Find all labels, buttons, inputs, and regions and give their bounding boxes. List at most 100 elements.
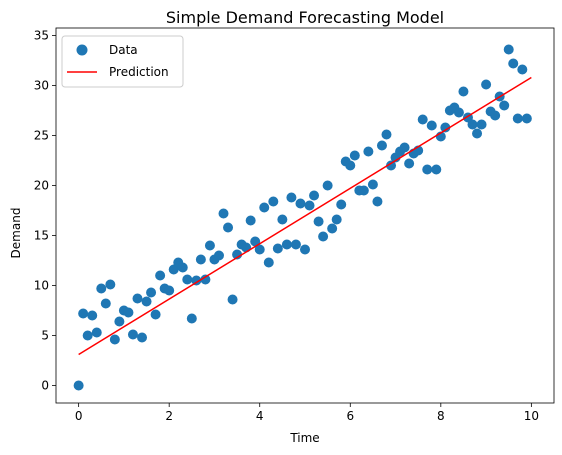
data-point — [82, 330, 93, 341]
legend-prediction-label: Prediction — [109, 65, 169, 79]
data-point — [227, 294, 238, 305]
data-point — [508, 58, 519, 69]
data-point — [91, 327, 102, 338]
data-point — [191, 275, 202, 286]
data-point — [363, 146, 374, 157]
data-point — [422, 164, 433, 175]
y-tick-label: 15 — [34, 229, 49, 243]
data-point — [386, 160, 397, 171]
data-point — [218, 208, 229, 219]
legend-data-label: Data — [109, 43, 138, 57]
data-point — [417, 114, 428, 125]
data-point — [141, 296, 152, 307]
data-point — [150, 309, 161, 320]
y-axis-label: Demand — [9, 208, 23, 259]
data-point — [232, 249, 243, 260]
data-point — [367, 179, 378, 190]
data-point — [87, 310, 98, 321]
data-point — [127, 329, 138, 340]
data-point — [277, 214, 288, 225]
data-point — [223, 222, 234, 233]
data-point — [318, 231, 329, 242]
data-point — [78, 308, 89, 319]
data-point — [404, 158, 415, 169]
y-tick-label: 35 — [34, 29, 49, 43]
data-point — [250, 236, 261, 247]
data-point — [490, 110, 501, 121]
data-point — [472, 128, 483, 139]
data-point — [245, 215, 256, 226]
data-point — [345, 160, 356, 171]
data-point — [137, 332, 148, 343]
data-point — [177, 262, 188, 273]
data-point — [200, 274, 211, 285]
chart-title: Simple Demand Forecasting Model — [166, 8, 444, 27]
data-point — [281, 239, 292, 250]
data-point — [336, 199, 347, 210]
data-point — [254, 244, 265, 255]
prediction-line — [78, 76, 532, 356]
data-point — [272, 243, 283, 254]
data-point — [195, 254, 206, 265]
data-point — [331, 214, 342, 225]
legend: Data Prediction — [61, 35, 184, 88]
x-axis-label: Time — [289, 431, 319, 445]
data-point — [100, 298, 111, 309]
data-point — [381, 129, 392, 140]
data-point — [458, 86, 469, 97]
data-point — [300, 244, 310, 255]
y-tick-label: 10 — [34, 279, 49, 293]
data-point — [313, 216, 324, 227]
y-tick-label: 30 — [34, 79, 49, 93]
data-point — [481, 79, 492, 90]
y-tick-label: 5 — [41, 329, 49, 343]
data-point — [241, 242, 252, 253]
data-point — [499, 100, 510, 111]
y-tick-label: 25 — [34, 129, 49, 143]
data-point — [132, 293, 143, 304]
data-point — [322, 180, 333, 191]
x-tick-label: 6 — [346, 409, 354, 423]
data-point — [114, 316, 125, 327]
data-point — [286, 192, 297, 203]
data-point — [309, 190, 320, 201]
data-point — [186, 313, 197, 324]
x-tick-label: 0 — [75, 409, 83, 423]
data-point — [512, 113, 523, 124]
axes-frame — [55, 27, 555, 404]
data-point — [73, 380, 84, 391]
data-point — [259, 202, 270, 213]
y-tick-label: 0 — [41, 379, 49, 393]
data-point — [521, 113, 532, 124]
x-tick-label: 8 — [437, 409, 445, 423]
data-point — [467, 119, 478, 130]
axes — [55, 27, 555, 404]
data-point — [109, 334, 120, 345]
data-point — [327, 223, 338, 234]
x-tick-label: 10 — [524, 409, 539, 423]
legend-frame — [61, 35, 184, 88]
data-point — [164, 285, 175, 296]
data-point — [399, 142, 410, 153]
data-point — [182, 274, 193, 285]
data-point — [372, 196, 383, 207]
data-point — [204, 240, 215, 251]
data-point — [440, 122, 451, 133]
data-point — [268, 196, 279, 207]
legend-data-marker — [76, 44, 88, 56]
data-point — [263, 257, 274, 268]
data-point — [431, 164, 442, 175]
data-point — [146, 287, 157, 298]
data-point — [105, 279, 116, 290]
data-point — [503, 44, 514, 55]
y-tick-label: 20 — [34, 179, 49, 193]
data-point — [476, 119, 487, 130]
data-point — [213, 250, 224, 261]
data-point — [123, 307, 134, 318]
data-point — [517, 64, 528, 75]
data-point — [358, 185, 369, 196]
data-point — [426, 120, 437, 131]
data-point — [295, 198, 306, 209]
data-point — [304, 200, 315, 211]
